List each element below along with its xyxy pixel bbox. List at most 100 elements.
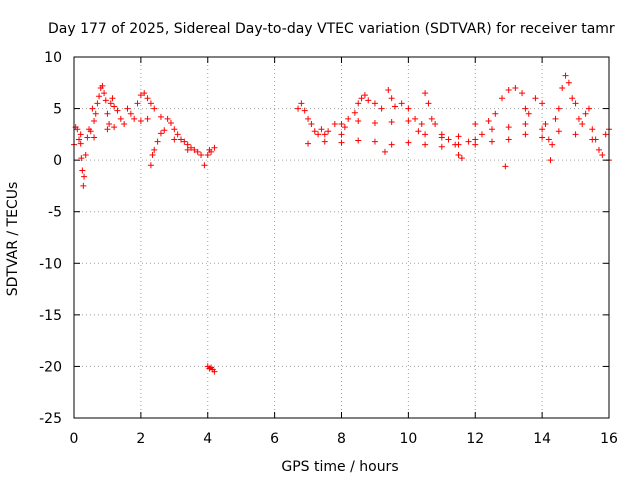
y-tick-label: 10	[44, 50, 62, 66]
data-point	[555, 105, 562, 112]
data-point	[315, 131, 322, 138]
data-point	[522, 121, 529, 128]
data-point	[131, 115, 138, 122]
data-point	[542, 121, 549, 128]
data-point	[151, 146, 158, 153]
x-tick-label: 10	[399, 431, 417, 447]
data-point	[552, 115, 559, 122]
data-point	[381, 148, 388, 155]
data-point	[415, 128, 422, 135]
data-point	[539, 134, 546, 141]
data-point	[505, 136, 512, 143]
data-point	[565, 79, 572, 86]
data-point	[398, 100, 405, 107]
data-point	[198, 151, 205, 158]
data-point	[338, 121, 345, 128]
data-point	[405, 117, 412, 124]
y-tick-label: 5	[53, 102, 62, 118]
data-point	[579, 121, 586, 128]
data-point	[111, 124, 118, 131]
data-point	[144, 115, 151, 122]
data-point	[99, 82, 106, 89]
data-point	[572, 100, 579, 107]
data-point	[178, 136, 184, 143]
y-tick-label: -10	[39, 256, 62, 272]
x-tick-label: 2	[136, 431, 145, 447]
data-point	[412, 115, 419, 122]
data-point	[572, 131, 579, 138]
data-point	[181, 138, 188, 145]
data-point	[106, 121, 113, 128]
data-point	[418, 121, 425, 128]
data-point	[539, 126, 546, 133]
data-point	[84, 134, 91, 141]
data-point	[519, 90, 526, 97]
x-tick-label: 14	[533, 431, 551, 447]
data-point	[422, 90, 429, 97]
data-point	[301, 107, 308, 114]
y-tick-label: -15	[39, 308, 62, 324]
data-point	[308, 121, 315, 128]
data-point	[355, 137, 362, 144]
data-point	[351, 109, 358, 116]
data-point	[144, 95, 151, 102]
data-point	[438, 134, 445, 141]
data-point	[472, 136, 479, 143]
x-tick-label: 0	[70, 431, 79, 447]
data-point	[305, 115, 312, 122]
data-point	[455, 133, 462, 140]
data-point	[204, 151, 211, 158]
data-point	[585, 105, 592, 112]
data-point	[405, 105, 412, 112]
data-point	[392, 103, 398, 110]
data-point	[499, 95, 505, 102]
data-point	[147, 162, 154, 169]
data-point	[472, 141, 479, 148]
data-point	[94, 100, 101, 107]
data-point	[569, 95, 576, 102]
data-point	[211, 368, 218, 375]
data-point	[589, 126, 596, 133]
x-tick-label: 4	[203, 431, 212, 447]
data-point	[91, 134, 98, 141]
data-point	[151, 105, 158, 112]
y-tick-label: 0	[53, 153, 62, 169]
data-point	[77, 131, 84, 138]
data-point	[478, 131, 485, 138]
data-point	[107, 100, 114, 107]
data-point	[388, 118, 395, 125]
data-point	[338, 131, 345, 138]
y-tick-label: -5	[48, 205, 62, 221]
data-point	[147, 100, 154, 107]
data-point	[321, 138, 328, 145]
data-point	[492, 110, 499, 117]
data-point	[161, 127, 168, 134]
data-point	[104, 126, 111, 133]
data-point	[505, 124, 512, 131]
data-point	[458, 155, 465, 162]
data-point	[388, 95, 395, 102]
data-point	[355, 100, 362, 107]
data-point	[137, 117, 144, 124]
data-point	[111, 103, 118, 110]
data-point	[532, 95, 539, 102]
data-point	[121, 121, 128, 128]
data-point	[141, 90, 148, 97]
data-point	[361, 92, 368, 99]
data-point	[355, 117, 362, 124]
data-point	[164, 115, 171, 122]
data-point	[109, 95, 116, 102]
data-point	[539, 100, 546, 107]
data-point	[188, 144, 195, 151]
data-point	[425, 100, 432, 107]
data-point	[589, 136, 596, 143]
y-tick-labels: 10 5 0 -5 -10 -15 -20 -25	[39, 50, 62, 427]
y-tick-label: -20	[39, 359, 62, 375]
data-point	[81, 173, 88, 180]
data-point	[575, 115, 582, 122]
data-point	[331, 121, 338, 128]
data-point	[79, 167, 86, 174]
data-point	[559, 84, 566, 91]
data-point	[405, 139, 412, 146]
data-point	[305, 140, 312, 147]
